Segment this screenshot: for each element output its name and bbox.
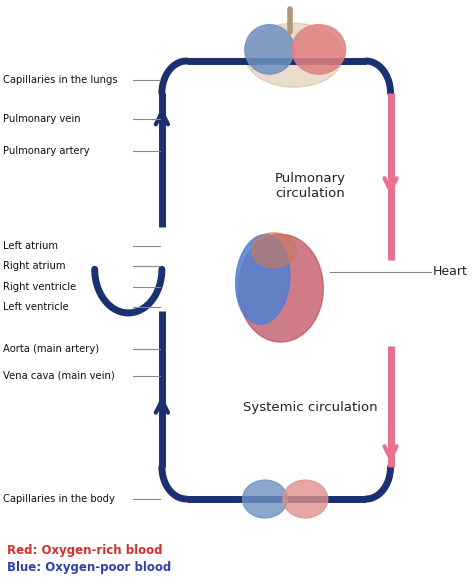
Text: Vena cava (main vein): Vena cava (main vein) <box>3 370 115 380</box>
Text: Systemic circulation: Systemic circulation <box>243 401 377 414</box>
Text: Capillaries in the lungs: Capillaries in the lungs <box>3 75 118 85</box>
Text: Blue: Oxygen-poor blood: Blue: Oxygen-poor blood <box>7 562 172 574</box>
Text: Capillaries in the body: Capillaries in the body <box>3 494 115 504</box>
Ellipse shape <box>243 480 287 518</box>
Text: Aorta (main artery): Aorta (main artery) <box>3 345 99 355</box>
Text: Right atrium: Right atrium <box>3 261 65 271</box>
Text: Right ventricle: Right ventricle <box>3 282 76 292</box>
Text: Heart: Heart <box>433 265 468 278</box>
Text: Red: Oxygen-rich blood: Red: Oxygen-rich blood <box>7 544 163 557</box>
Ellipse shape <box>283 480 328 518</box>
Ellipse shape <box>245 25 294 74</box>
Ellipse shape <box>252 233 296 268</box>
Text: Left ventricle: Left ventricle <box>3 302 69 312</box>
Ellipse shape <box>245 23 344 87</box>
Text: Pulmonary
circulation: Pulmonary circulation <box>274 172 346 201</box>
Text: Left atrium: Left atrium <box>3 241 58 251</box>
Ellipse shape <box>236 235 290 325</box>
Text: Pulmonary artery: Pulmonary artery <box>3 146 90 156</box>
Ellipse shape <box>292 25 346 74</box>
Text: Pulmonary vein: Pulmonary vein <box>3 114 81 124</box>
Ellipse shape <box>238 234 323 342</box>
